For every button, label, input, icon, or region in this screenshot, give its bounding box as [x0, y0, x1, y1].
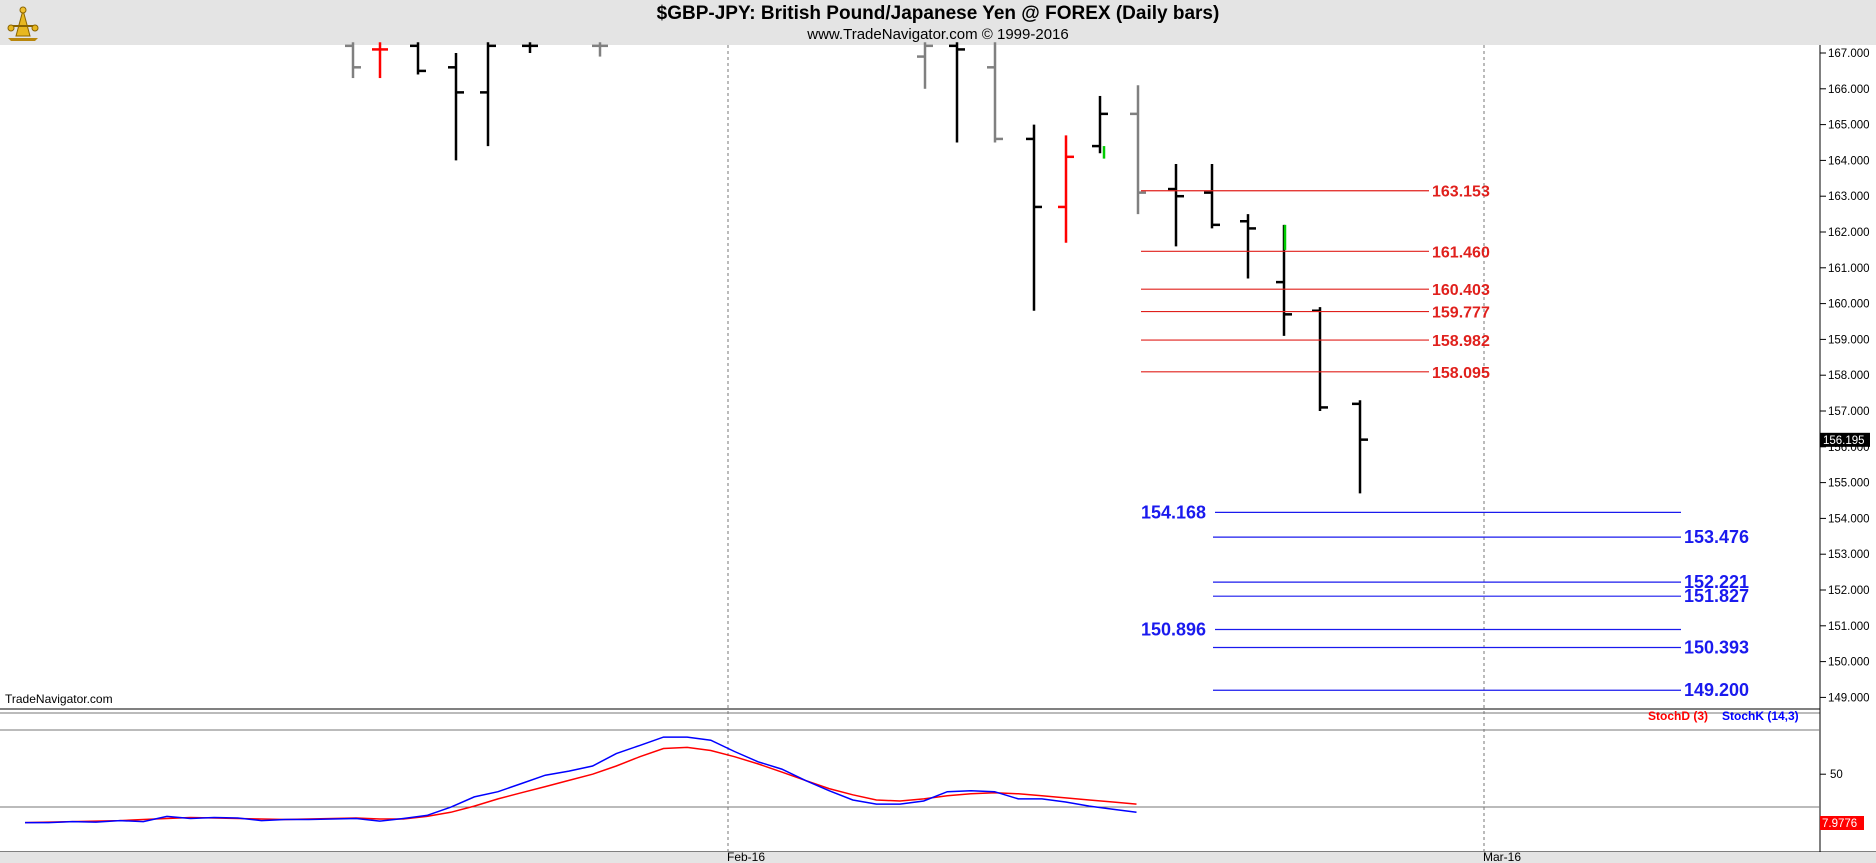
- support-label: 150.393: [1684, 638, 1749, 658]
- y-tick-label: 152.000: [1828, 585, 1870, 597]
- stoch-last-box: [1820, 816, 1864, 830]
- y-tick-label: 162.000: [1828, 227, 1870, 239]
- x-tick-label: Feb-16: [727, 850, 765, 863]
- resistance-label: 159.777: [1432, 305, 1490, 322]
- y-tick-label: 151.000: [1828, 621, 1870, 633]
- last-price-label: 156.195: [1823, 435, 1865, 447]
- y-tick-label: 165.000: [1828, 120, 1870, 132]
- chart-title: $GBP-JPY: British Pound/Japanese Yen @ F…: [656, 3, 1220, 24]
- y-tick-label: 161.000: [1828, 263, 1870, 275]
- resistance-label: 158.982: [1432, 333, 1490, 350]
- price-axis-pane: [1820, 45, 1876, 863]
- stoch-y-tick-label: 50: [1830, 769, 1843, 781]
- resistance-label: 158.095: [1432, 365, 1490, 382]
- support-label: 151.827: [1684, 586, 1749, 606]
- trade-navigator-logo-icon: [7, 6, 39, 41]
- stoch-d-line: [24, 746, 1137, 824]
- watermark-label: TradeNavigator.com: [5, 692, 113, 706]
- stoch-d-legend: StochD (3): [1648, 709, 1708, 723]
- y-tick-label: 157.000: [1828, 406, 1870, 418]
- chart-header: $GBP-JPY: British Pound/Japanese Yen @ F…: [0, 0, 1876, 46]
- y-tick-label: 154.000: [1828, 513, 1870, 525]
- price-pane: [0, 45, 1820, 709]
- y-tick-label: 164.000: [1828, 155, 1870, 167]
- y-tick-label: 150.000: [1828, 657, 1870, 669]
- support-label: 154.168: [1141, 502, 1206, 522]
- y-tick-label: 158.000: [1828, 370, 1870, 382]
- y-tick-label: 153.000: [1828, 549, 1870, 561]
- y-tick-label: 160.000: [1828, 299, 1870, 311]
- y-tick-label: 149.000: [1828, 692, 1870, 704]
- resistance-label: 161.460: [1432, 244, 1490, 261]
- resistance-label: 163.153: [1432, 184, 1490, 201]
- y-tick-label: 155.000: [1828, 478, 1870, 490]
- x-tick-label: Mar-16: [1483, 850, 1521, 863]
- support-label: 149.200: [1684, 680, 1749, 700]
- y-tick-label: 166.000: [1828, 84, 1870, 96]
- support-label: 153.476: [1684, 527, 1749, 547]
- resistance-label: 160.403: [1432, 282, 1490, 299]
- stoch-k-legend: StochK (14,3): [1722, 709, 1799, 723]
- support-label: 150.896: [1141, 620, 1206, 640]
- chart-subtitle: www.TradeNavigator.com © 1999-2016: [807, 26, 1069, 43]
- y-tick-label: 163.000: [1828, 191, 1870, 203]
- y-tick-label: 159.000: [1828, 334, 1870, 346]
- stoch-last-label: 7.9776: [1822, 818, 1857, 830]
- support-label: 152.221: [1684, 572, 1749, 592]
- last-price-box: [1820, 432, 1870, 447]
- stoch-k-line: [25, 736, 1137, 824]
- y-tick-label: 167.000: [1828, 48, 1870, 60]
- time-axis-pane: [0, 852, 1876, 863]
